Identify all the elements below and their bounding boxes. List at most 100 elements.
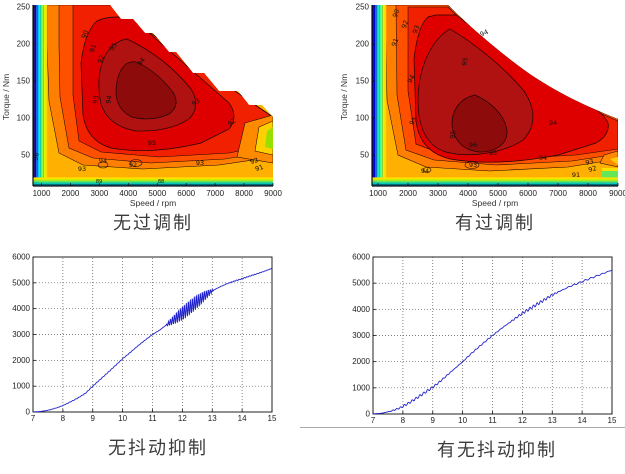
efficiency-map-left-svg: 90 91 92 93 94 95 94 93 92 95 94 93 92 9… xyxy=(1,3,282,209)
jet-band xyxy=(40,5,43,186)
contour-corner-band xyxy=(265,127,273,149)
contour-label: 91 xyxy=(390,37,400,48)
y-tick-label: 2000 xyxy=(352,357,370,366)
contour-corner-band xyxy=(610,157,618,165)
x-tick-label: 8 xyxy=(401,416,406,425)
contour-label: 93 xyxy=(78,165,86,173)
contour-label: 93 xyxy=(411,24,421,35)
x-tick-label: 15 xyxy=(608,416,617,425)
x-tick-label: 13 xyxy=(548,416,557,425)
x-tick-label: 9 xyxy=(431,416,436,425)
y-tick-label: 200 xyxy=(356,40,370,49)
caption-bottom-left: 无抖动抑制 xyxy=(108,438,208,458)
contour-fill-group xyxy=(372,5,618,186)
contour-label: 92 xyxy=(226,117,237,128)
y-tick-label: 3000 xyxy=(352,331,370,340)
jet-band xyxy=(33,184,273,186)
data-line xyxy=(33,268,272,413)
contour-label: 95 xyxy=(460,57,469,67)
contour-label: 92 xyxy=(249,156,260,166)
y-tick-label: 5000 xyxy=(352,279,370,288)
contour-island xyxy=(422,167,432,173)
contour-label: 92 xyxy=(96,54,106,65)
x-tick-label: 1000 xyxy=(33,189,51,198)
contour-label-group: 90 91 92 93 94 95 94 93 92 95 94 93 92 9… xyxy=(31,29,264,185)
x-tick-label: 14 xyxy=(238,414,247,423)
x-tick-label: 9000 xyxy=(264,189,282,198)
x-tick-label: 1000 xyxy=(369,189,387,198)
y-tick-label: 4000 xyxy=(352,305,370,314)
x-tick-label: 11 xyxy=(488,416,497,425)
contour-label: 94 xyxy=(479,28,490,39)
x-tick-label: 8000 xyxy=(579,189,597,198)
contour-label-group: 90 92 93 91 94 95 94 95 95 96 95 94 94 9… xyxy=(390,8,598,179)
jet-band xyxy=(384,5,387,186)
contour-island xyxy=(129,159,143,167)
jet-band xyxy=(376,5,379,186)
x-tick-label: 8 xyxy=(61,414,66,423)
jet-band xyxy=(37,5,40,186)
contour-label: 95 xyxy=(448,130,457,140)
contour-label: 95 xyxy=(148,139,156,147)
contour-corner-band xyxy=(599,150,618,168)
y-tick-label: 250 xyxy=(356,3,370,12)
jet-band xyxy=(372,5,374,186)
y-tick-label: 100 xyxy=(17,114,31,123)
jet-band xyxy=(382,5,385,186)
jet-band xyxy=(33,5,35,186)
contour-corner-band xyxy=(602,168,618,171)
jet-band xyxy=(42,5,44,186)
contour-label: 88 xyxy=(158,179,164,185)
jet-band xyxy=(372,179,618,181)
x-axis-label: Speed / rpm xyxy=(130,198,176,208)
x-tick-label: 9 xyxy=(91,414,96,423)
contour-label: 94 xyxy=(421,167,429,175)
contour-fill-group xyxy=(33,5,273,186)
x-tick-label: 13 xyxy=(208,414,217,423)
x-tick-label: 2000 xyxy=(399,189,417,198)
line-chart-right-svg: 7 8 9 10 11 12 13 14 15 0 1000 2000 3000 4000 5000 6000 xyxy=(352,253,617,426)
y-tick-label: 5000 xyxy=(12,278,30,287)
jet-band xyxy=(372,180,618,183)
y-tick-label: 3000 xyxy=(12,330,30,339)
jet-band xyxy=(33,182,273,184)
x-tick-label: 12 xyxy=(178,414,187,423)
contour-label: 93 xyxy=(469,161,477,169)
x-axis-label: Speed / rpm xyxy=(472,198,518,208)
data-line xyxy=(372,269,613,415)
y-tick-label: 2000 xyxy=(12,356,30,365)
x-tick-label: 3000 xyxy=(90,189,108,198)
contour-label: 91 xyxy=(572,171,580,179)
contour-label: 95 xyxy=(408,115,419,126)
x-tick-label: 3000 xyxy=(429,189,447,198)
contour-label: 94 xyxy=(539,154,547,162)
x-tick-label: 15 xyxy=(268,414,277,423)
jet-band xyxy=(39,5,41,186)
y-tick-label: 1000 xyxy=(352,383,370,392)
contour-label: 94 xyxy=(406,73,417,84)
jet-band xyxy=(379,5,382,186)
x-tick-label: 8000 xyxy=(235,189,253,198)
contour-label: 92 xyxy=(129,161,137,169)
divider-line xyxy=(300,427,625,428)
contour-label: 96 xyxy=(31,152,40,162)
y-tick-label: 150 xyxy=(17,77,31,86)
y-tick-label: 200 xyxy=(17,40,31,49)
x-tick-label: 5000 xyxy=(489,189,507,198)
y-tick-label: 50 xyxy=(360,151,369,160)
contour-label: 96 xyxy=(469,141,477,149)
x-tick-label: 5000 xyxy=(148,189,166,198)
y-tick-label: 6000 xyxy=(12,253,30,262)
contour-label: 94 xyxy=(136,56,147,67)
jet-band xyxy=(34,5,37,186)
contour-island xyxy=(97,161,109,169)
y-tick-label: 4000 xyxy=(12,304,30,313)
jet-band xyxy=(33,177,273,179)
efficiency-map-right-svg: 90 92 93 91 94 95 94 95 95 96 95 94 94 9… xyxy=(339,3,625,209)
x-tick-label: 6000 xyxy=(519,189,537,198)
x-tick-label: 12 xyxy=(518,416,527,425)
contour-label: 94 xyxy=(99,157,107,165)
contour-label: 91 xyxy=(254,163,265,173)
y-axis-label: Torque / Nm xyxy=(339,74,349,120)
